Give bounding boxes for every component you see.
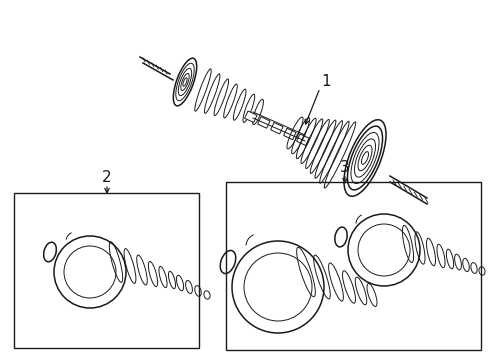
Bar [270, 122, 283, 134]
Text: 2: 2 [102, 171, 112, 185]
Text: 1: 1 [321, 75, 331, 90]
Text: 3: 3 [340, 161, 350, 175]
Bar [258, 117, 270, 128]
Bar [296, 134, 309, 145]
Bar [245, 111, 257, 122]
Bar [284, 128, 296, 140]
Bar [226, 182, 481, 350]
Bar [14, 193, 199, 348]
